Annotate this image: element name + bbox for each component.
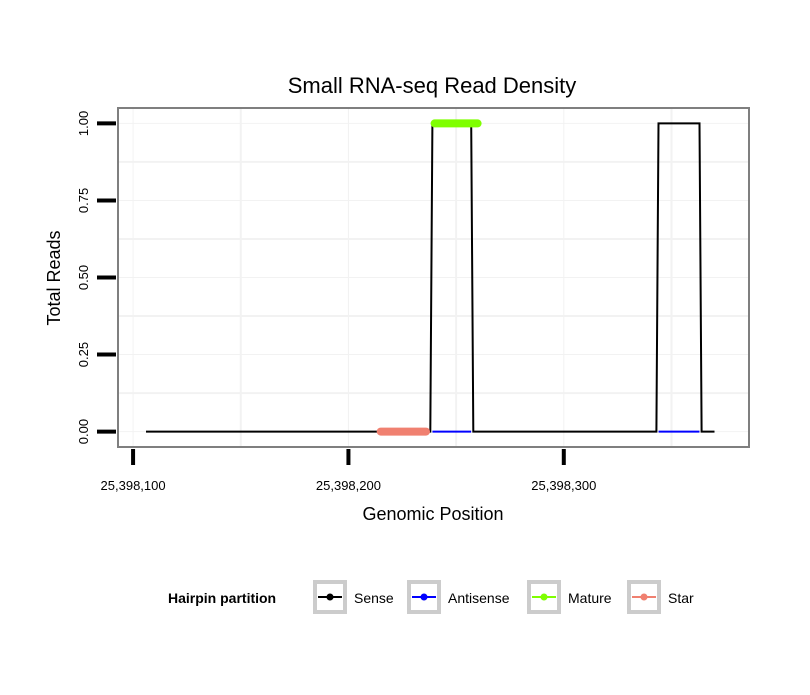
legend-label: Sense	[354, 590, 394, 606]
legend-entry-sense: Sense	[313, 580, 394, 614]
x-tick-label: 25,398,100	[101, 478, 166, 493]
legend-key-point	[640, 593, 648, 601]
legend-title: Hairpin partition	[168, 590, 276, 606]
legend-label: Star	[668, 590, 694, 606]
legend-key-point	[420, 593, 428, 601]
x-axis-title: Genomic Position	[362, 504, 503, 524]
y-axis-title: Total Reads	[44, 230, 64, 325]
y-tick-label: 1.00	[76, 111, 91, 136]
y-tick-label: 0.25	[76, 342, 91, 367]
x-axis: 25,398,100 25,398,200 25,398,300	[101, 449, 596, 493]
legend-label: Mature	[568, 590, 612, 606]
legend-entry-antisense: Antisense	[407, 580, 510, 614]
chart-title: Small RNA-seq Read Density	[288, 73, 577, 98]
y-tick-label: 0.75	[76, 188, 91, 213]
series-sense-line	[146, 122, 715, 433]
series-layer	[146, 119, 715, 436]
legend-entry-star: Star	[627, 580, 694, 614]
legend-key-box	[527, 580, 561, 614]
grid-lines	[118, 108, 749, 447]
legend-label: Antisense	[448, 590, 510, 606]
y-tick-label: 0.00	[76, 419, 91, 444]
legend-key-point	[326, 593, 334, 601]
y-tick-label: 0.50	[76, 265, 91, 290]
legend: Hairpin partition Sense Antisense Mature St…	[168, 580, 694, 614]
legend-entry-mature: Mature	[527, 580, 612, 614]
legend-key-point	[540, 593, 548, 601]
plot-panel-border	[117, 107, 750, 448]
y-axis: 0.00 0.25 0.50 0.75 1.00	[76, 111, 116, 444]
x-tick-label: 25,398,300	[531, 478, 596, 493]
x-tick-label: 25,398,200	[316, 478, 381, 493]
